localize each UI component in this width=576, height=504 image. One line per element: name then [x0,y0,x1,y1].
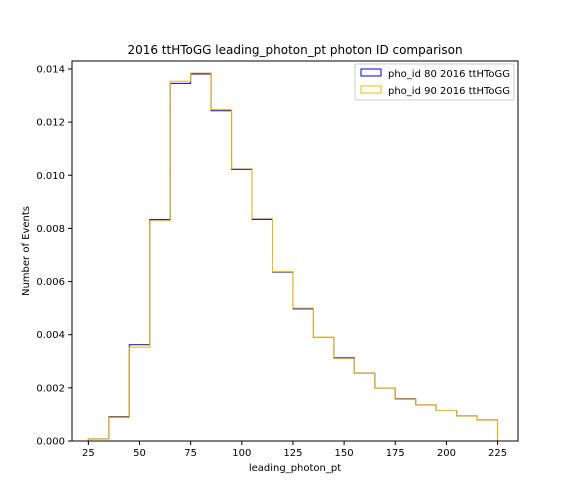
x-tick-label: 225 [488,448,507,459]
y-tick-label: 0.002 [36,383,65,394]
legend: pho_id 80 2016 ttHToGG pho_id 90 2016 tt… [354,63,515,101]
legend-label-pho-id-80: pho_id 80 2016 ttHToGG [388,69,510,80]
legend-label-pho-id-90: pho_id 90 2016 ttHToGG [388,86,510,97]
y-tick-label: 0.012 [36,118,65,129]
legend-swatch-pho-id-90 [360,85,382,94]
y-tick-label: 0.010 [36,171,65,182]
x-tick-label: 200 [437,448,456,459]
x-axis-label: leading_photon_pt [249,463,341,474]
plot-area [72,61,518,441]
x-tick-label: 50 [133,448,146,459]
y-tick-label: 0.014 [36,64,65,75]
plot-frame [71,60,519,442]
y-tick-label: 0.000 [36,437,65,448]
y-tick-label: 0.006 [36,277,65,288]
legend-box [354,63,515,101]
legend-swatch-pho-id-80 [360,68,382,77]
y-axis-label: Number of Events [21,206,32,296]
x-tick-label: 75 [184,448,197,459]
series-pho-id-90-step-line [87,72,499,441]
x-tick-label: 100 [232,448,251,459]
x-tick-label: 125 [283,448,302,459]
y-tick-label: 0.004 [36,330,65,341]
y-tick-label: 0.008 [36,224,65,235]
x-tick-label: 175 [386,448,405,459]
y-axis: 0.000 0.002 0.004 0.006 0.008 0.010 0.012 0.014 [36,64,72,448]
series-layer [87,72,499,441]
x-tick-label: 25 [82,448,95,459]
x-tick-label: 150 [335,448,354,459]
x-axis: 25 50 75 100 125 150 175 200 225 [82,441,507,459]
chart-title: 2016 ttHToGG leading_photon_pt photon ID… [127,43,462,57]
